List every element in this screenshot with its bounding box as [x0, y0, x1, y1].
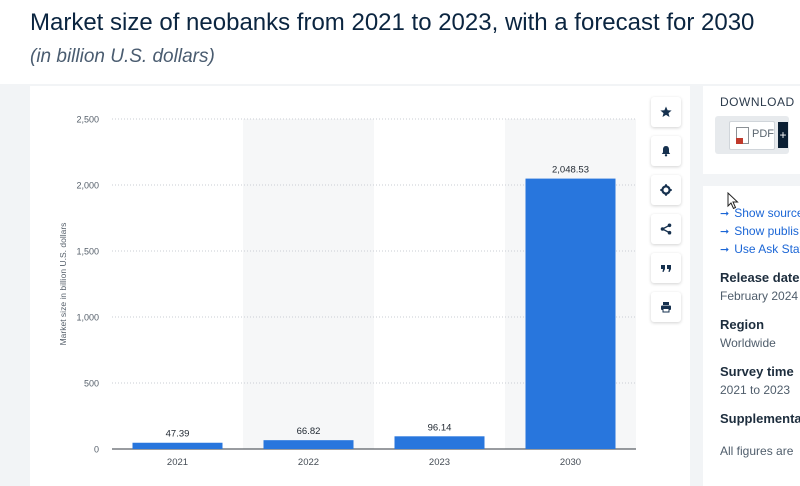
- supplemental-value: All figures are: [720, 444, 794, 458]
- x-tick-label: 2023: [429, 457, 450, 468]
- y-tick-label: 2,500: [76, 115, 99, 125]
- supplemental-label: Supplementa: [720, 411, 800, 426]
- pdf-button[interactable]: PDF: [729, 121, 775, 150]
- ask-statista-link[interactable]: ➞ Use Ask Stat: [720, 242, 800, 256]
- x-tick-label: 2030: [560, 457, 581, 468]
- bar: [525, 178, 616, 449]
- pdf-download-group: PDF +: [715, 116, 789, 154]
- chart-card: 0 500 1,000 1,500 2,000 2,500 Market size in b…: [30, 86, 690, 486]
- settings-button[interactable]: [651, 175, 681, 205]
- show-publisher-label: Show publis: [734, 224, 799, 238]
- pdf-more-button[interactable]: +: [778, 122, 788, 148]
- bar: [132, 442, 223, 449]
- bell-icon: [661, 146, 671, 157]
- x-tick-label: 2022: [298, 457, 319, 468]
- x-tick-label: 2021: [167, 457, 188, 468]
- print-icon: [661, 302, 671, 313]
- star-button[interactable]: [651, 97, 681, 127]
- print-button[interactable]: [651, 292, 681, 322]
- bar: [263, 440, 354, 449]
- y-tick-label: 1,500: [76, 247, 99, 257]
- y-tick-label: 2,000: [76, 181, 99, 191]
- bar: [394, 436, 485, 449]
- gear-icon: [660, 184, 672, 196]
- show-source-label: Show source: [734, 206, 800, 220]
- download-panel: DOWNLOAD PDF +: [703, 86, 800, 174]
- survey-time-label: Survey time: [720, 364, 794, 379]
- release-date-label: Release date: [720, 270, 800, 285]
- release-date-value: February 2024: [720, 289, 799, 303]
- bar-chart: 0 500 1,000 1,500 2,000 2,500 Market size in b…: [58, 115, 636, 468]
- arrow-right-icon: ➞: [720, 208, 730, 220]
- y-tick-label: 500: [84, 379, 99, 389]
- star-icon: [660, 106, 672, 117]
- y-axis-label: Market size in billion U.S. dollars: [58, 223, 68, 346]
- statistic-details-panel: ➞ Show source ➞ Show publis ➞ Use Ask Stat …: [703, 186, 800, 486]
- show-publisher-link[interactable]: ➞ Show publis: [720, 224, 799, 238]
- data-label: 2,048.53: [552, 165, 589, 176]
- data-label: 96.14: [428, 422, 452, 433]
- notification-button[interactable]: [651, 136, 681, 166]
- data-label: 47.39: [166, 429, 190, 440]
- arrow-right-icon: ➞: [720, 226, 730, 238]
- pdf-label: PDF: [752, 128, 774, 140]
- page-subtitle: (in billion U.S. dollars): [30, 46, 215, 67]
- show-source-link[interactable]: ➞ Show source: [720, 206, 800, 220]
- page-header: Market size of neobanks from 2021 to 202…: [0, 0, 800, 84]
- share-button[interactable]: [651, 214, 681, 244]
- ask-statista-label: Use Ask Stat: [734, 242, 800, 256]
- arrow-right-icon: ➞: [720, 244, 730, 256]
- quote-icon: [661, 265, 671, 272]
- y-tick-label: 1,000: [76, 313, 99, 323]
- page-title: Market size of neobanks from 2021 to 202…: [30, 9, 755, 36]
- y-tick-label: 0: [94, 445, 99, 455]
- column-band: [243, 119, 374, 449]
- mouse-cursor-icon: [727, 192, 739, 210]
- pdf-file-icon: [736, 127, 749, 144]
- region-label: Region: [720, 317, 765, 332]
- data-label: 66.82: [297, 426, 321, 437]
- region-value: Worldwide: [720, 336, 776, 350]
- share-icon: [660, 223, 672, 235]
- cite-button[interactable]: [651, 253, 681, 283]
- survey-time-value: 2021 to 2023: [720, 383, 791, 397]
- download-title: DOWNLOAD: [720, 95, 795, 109]
